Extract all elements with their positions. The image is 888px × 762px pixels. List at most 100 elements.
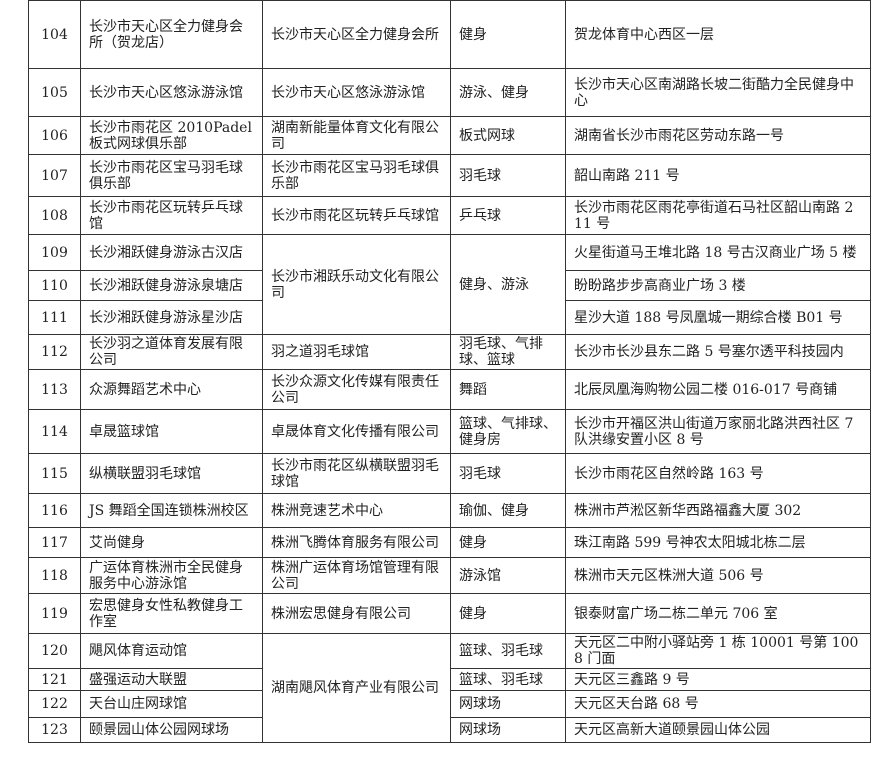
cell-name: 长沙市雨花区玩转乒乓球馆 <box>80 196 263 235</box>
cell-address: 天元区天台路 68 号 <box>565 690 871 718</box>
cell-company: 长沙众源文化传媒有限责任公司 <box>262 369 451 410</box>
cell-company: 长沙市天心区全力健身会所 <box>262 0 451 69</box>
cell-address: 韶山南路 211 号 <box>565 154 871 197</box>
cell-name: 长沙羽之道体育发展有限公司 <box>80 334 263 370</box>
cell-name: 广运体育株洲市全民健身服务中心游泳馆 <box>80 557 263 594</box>
cell-name: 长沙市雨花区宝马羽毛球俱乐部 <box>80 154 263 197</box>
table-row: 123 颐景园山体公园网球场 网球场 天元区高新大道颐景园山体公园 <box>28 717 871 743</box>
cell-type: 健身 <box>450 0 566 69</box>
cell-type: 健身 <box>450 527 566 558</box>
cell-company: 株洲竞速艺术中心 <box>262 493 451 528</box>
cell-address: 株洲市天元区株洲大道 506 号 <box>565 557 871 594</box>
cell-no: 104 <box>28 0 81 69</box>
table-row: 114 卓晟篮球馆 卓晟体育文化传播有限公司 篮球、气排球、健身房 长沙市开福区洪山街道… <box>28 409 871 454</box>
cell-type: 瑜伽、健身 <box>450 493 566 528</box>
cell-address: 长沙市雨花区雨花亭街道石马社区韶山南路 211 号 <box>565 196 871 235</box>
table-row: 119 宏思健身女性私教健身工作室 株洲宏思健身有限公司 健身 银泰财富广场二栋二单元 … <box>28 593 871 634</box>
table-row: 113 众源舞蹈艺术中心 长沙众源文化传媒有限责任公司 舞蹈 北辰凤凰海购物公园二楼 0… <box>28 369 871 410</box>
table-row: 111 长沙湘跃健身游泳星沙店 星沙大道 188 号凤凰城一期综合楼 B01 号 <box>28 300 871 335</box>
table-row: 118 广运体育株洲市全民健身服务中心游泳馆 株洲广运体育场馆管理有限公司 游泳馆 株洲… <box>28 557 871 594</box>
cell-company: 羽之道羽毛球馆 <box>262 334 451 370</box>
cell-type: 羽毛球 <box>450 453 566 494</box>
table-row: 104 长沙市天心区全力健身会所（贺龙店） 长沙市天心区全力健身会所 健身 贺龙体育中心… <box>28 0 871 69</box>
table-row: 107 长沙市雨花区宝马羽毛球俱乐部 长沙市雨花区宝马羽毛球俱乐部 羽毛球 韶山南路 2… <box>28 154 871 197</box>
cell-type: 篮球、羽毛球 <box>450 668 566 691</box>
cell-no: 123 <box>28 717 81 743</box>
cell-name: 长沙湘跃健身游泳星沙店 <box>80 300 263 335</box>
cell-no: 114 <box>28 409 81 454</box>
cell-no: 115 <box>28 453 81 494</box>
cell-company: 株洲宏思健身有限公司 <box>262 593 451 634</box>
cell-address: 长沙市开福区洪山街道万家丽北路洪西社区 7 队洪缘安置小区 8 号 <box>565 409 871 454</box>
table-row: 115 纵横联盟羽毛球馆 长沙市雨花区纵横联盟羽毛球馆 羽毛球 长沙市雨花区自然岭路 1… <box>28 453 871 494</box>
table-row: 117 艾尚健身 株洲飞腾体育服务有限公司 健身 珠江南路 599 号神农太阳城北栋二层 <box>28 527 871 558</box>
cell-type: 篮球、羽毛球 <box>450 633 566 669</box>
cell-company: 长沙市雨花区玩转乒乓球馆 <box>262 196 451 235</box>
cell-company: 长沙市雨花区宝马羽毛球俱乐部 <box>262 154 451 197</box>
venue-table: 104 长沙市天心区全力健身会所（贺龙店） 长沙市天心区全力健身会所 健身 贺龙体育中心… <box>28 0 871 743</box>
table-body: 104 长沙市天心区全力健身会所（贺龙店） 长沙市天心区全力健身会所 健身 贺龙体育中心… <box>28 0 871 743</box>
cell-no: 106 <box>28 116 81 155</box>
cell-company: 长沙市湘跃乐动文化有限公司 <box>262 234 451 335</box>
cell-name: 艾尚健身 <box>80 527 263 558</box>
cell-address: 盼盼路步步高商业广场 3 楼 <box>565 270 871 301</box>
cell-no: 116 <box>28 493 81 528</box>
cell-name: 众源舞蹈艺术中心 <box>80 369 263 410</box>
table-row: 110 长沙湘跃健身游泳泉塘店 盼盼路步步高商业广场 3 楼 <box>28 270 871 301</box>
cell-type: 网球场 <box>450 717 566 743</box>
cell-address: 长沙市雨花区自然岭路 163 号 <box>565 453 871 494</box>
cell-name: 长沙市雨花区 2010Padel 板式网球俱乐部 <box>80 116 263 155</box>
cell-name: 长沙市天心区全力健身会所（贺龙店） <box>80 0 263 69</box>
cell-no: 105 <box>28 68 81 117</box>
cell-company: 湖南新能量体育文化有限公司 <box>262 116 451 155</box>
cell-address: 贺龙体育中心西区一层 <box>565 0 871 69</box>
table-row: 106 长沙市雨花区 2010Padel 板式网球俱乐部 湖南新能量体育文化有限公司… <box>28 116 871 155</box>
cell-company: 株洲广运体育场馆管理有限公司 <box>262 557 451 594</box>
cell-type: 游泳馆 <box>450 557 566 594</box>
cell-no: 108 <box>28 196 81 235</box>
cell-no: 111 <box>28 300 81 335</box>
cell-type: 乒乓球 <box>450 196 566 235</box>
cell-no: 120 <box>28 633 81 669</box>
cell-company: 湖南飓风体育产业有限公司 <box>262 633 451 743</box>
cell-address: 天元区三鑫路 9 号 <box>565 668 871 691</box>
cell-address: 湖南省长沙市雨花区劳动东路一号 <box>565 116 871 155</box>
cell-address: 火星街道马王堆北路 18 号古汉商业广场 5 楼 <box>565 234 871 271</box>
table-row: 109 长沙湘跃健身游泳古汉店 长沙市湘跃乐动文化有限公司 健身、游泳 火星街道马王堆北… <box>28 234 871 335</box>
cell-address: 天元区二中附小驿站旁 1 栋 10001 号第 1008 门面 <box>565 633 871 669</box>
cell-type: 板式网球 <box>450 116 566 155</box>
cell-address: 珠江南路 599 号神农太阳城北栋二层 <box>565 527 871 558</box>
cell-address: 长沙市长沙县东二路 5 号塞尔透平科技园内 <box>565 334 871 370</box>
table-row: 105 长沙市天心区悠泳游泳馆 长沙市天心区悠泳游泳馆 游泳、健身 长沙市天心区南湖路长… <box>28 68 871 117</box>
cell-address: 株洲市芦淞区新华西路福鑫大厦 302 <box>565 493 871 528</box>
cell-name: 盛强运动大联盟 <box>80 668 263 691</box>
table-row: 121 盛强运动大联盟 篮球、羽毛球 天元区三鑫路 9 号 <box>28 668 871 691</box>
cell-no: 112 <box>28 334 81 370</box>
cell-name: 飓风体育运动馆 <box>80 633 263 669</box>
cell-type: 舞蹈 <box>450 369 566 410</box>
cell-no: 107 <box>28 154 81 197</box>
cell-address: 银泰财富广场二栋二单元 706 室 <box>565 593 871 634</box>
cell-no: 121 <box>28 668 81 691</box>
table-row: 122 天台山庄网球馆 网球场 天元区天台路 68 号 <box>28 690 871 718</box>
cell-type: 羽毛球 <box>450 154 566 197</box>
cell-name: 长沙市天心区悠泳游泳馆 <box>80 68 263 117</box>
cell-no: 119 <box>28 593 81 634</box>
cell-no: 109 <box>28 234 81 271</box>
cell-name: 宏思健身女性私教健身工作室 <box>80 593 263 634</box>
cell-name: 卓晟篮球馆 <box>80 409 263 454</box>
table-row: 112 长沙羽之道体育发展有限公司 羽之道羽毛球馆 羽毛球、气排球、篮球 长沙市长沙县东… <box>28 334 871 370</box>
cell-company: 长沙市天心区悠泳游泳馆 <box>262 68 451 117</box>
cell-name: 纵横联盟羽毛球馆 <box>80 453 263 494</box>
cell-no: 117 <box>28 527 81 558</box>
cell-no: 118 <box>28 557 81 594</box>
cell-type: 健身、游泳 <box>450 234 566 335</box>
cell-name: 天台山庄网球馆 <box>80 690 263 718</box>
table-row: 116 JS 舞蹈全国连锁株洲校区 株洲竞速艺术中心 瑜伽、健身 株洲市芦淞区新华西路福… <box>28 493 871 528</box>
cell-name: JS 舞蹈全国连锁株洲校区 <box>80 493 263 528</box>
cell-name: 长沙湘跃健身游泳泉塘店 <box>80 270 263 301</box>
cell-type: 羽毛球、气排球、篮球 <box>450 334 566 370</box>
cell-type: 游泳、健身 <box>450 68 566 117</box>
cell-no: 110 <box>28 270 81 301</box>
